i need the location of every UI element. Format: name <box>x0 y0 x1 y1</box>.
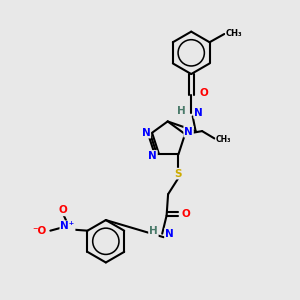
Text: CH₃: CH₃ <box>226 29 242 38</box>
Text: S: S <box>175 169 182 178</box>
Text: N: N <box>148 151 157 161</box>
Text: N: N <box>194 108 203 118</box>
Text: ⁻O: ⁻O <box>33 226 47 236</box>
Text: H: H <box>177 106 186 116</box>
Text: O: O <box>199 88 208 98</box>
Text: N⁺: N⁺ <box>60 221 75 231</box>
Text: CH₃: CH₃ <box>216 135 231 144</box>
Text: O: O <box>182 209 190 219</box>
Text: H: H <box>149 226 158 236</box>
Text: N: N <box>184 127 193 137</box>
Text: O: O <box>59 206 68 215</box>
Text: N: N <box>165 229 174 239</box>
Text: N: N <box>142 128 150 138</box>
